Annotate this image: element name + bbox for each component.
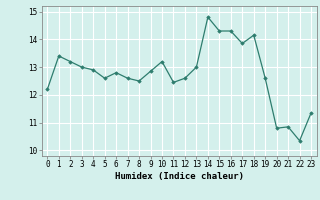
X-axis label: Humidex (Indice chaleur): Humidex (Indice chaleur) bbox=[115, 172, 244, 181]
